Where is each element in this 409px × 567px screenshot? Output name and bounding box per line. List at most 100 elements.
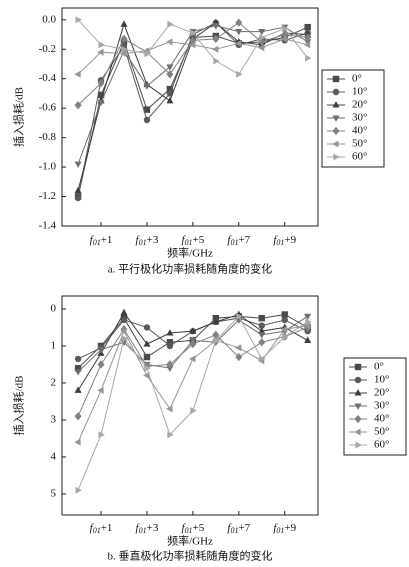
marker xyxy=(74,412,82,421)
x-tick-label: f01+5 xyxy=(181,522,204,535)
marker xyxy=(332,140,339,148)
legend-label: 30° xyxy=(352,112,367,124)
marker xyxy=(120,308,128,316)
marker xyxy=(97,99,105,107)
marker xyxy=(143,83,151,90)
marker xyxy=(190,29,197,37)
marker xyxy=(332,115,340,122)
marker xyxy=(143,353,151,361)
marker xyxy=(333,153,340,161)
marker xyxy=(98,41,105,49)
marker xyxy=(74,438,81,446)
marker xyxy=(75,16,82,24)
y-tick-label: 3 xyxy=(51,413,57,425)
marker xyxy=(166,38,173,46)
marker xyxy=(304,33,312,42)
legend-label: 40° xyxy=(352,125,367,137)
marker xyxy=(97,347,105,354)
y-tick-label: -0.2 xyxy=(39,43,56,55)
y-tick-label: 4 xyxy=(51,450,57,462)
caption: a. 平行极化功率损耗随角度的变化 xyxy=(108,262,272,276)
marker xyxy=(166,329,174,336)
marker xyxy=(166,70,174,79)
series-line xyxy=(77,311,308,391)
marker xyxy=(354,403,362,410)
marker xyxy=(258,338,266,347)
legend-label: 50° xyxy=(352,138,367,150)
marker xyxy=(281,316,288,324)
y-tick-label: 0.0 xyxy=(42,13,56,25)
x-axis-label: 频率/GHz xyxy=(167,534,213,548)
marker xyxy=(189,41,196,49)
marker xyxy=(121,335,128,343)
marker xyxy=(97,360,105,369)
x-tick-label: f01+7 xyxy=(227,234,250,247)
marker xyxy=(74,194,82,202)
marker xyxy=(120,327,127,335)
marker xyxy=(303,322,311,330)
marker xyxy=(120,20,128,27)
marker xyxy=(281,311,288,318)
marker xyxy=(143,106,151,113)
series-line xyxy=(77,22,308,199)
x-tick-label: f01+7 xyxy=(227,522,250,535)
marker xyxy=(355,441,362,449)
plot-frame xyxy=(61,295,319,516)
marker xyxy=(74,161,82,168)
legend-label: 50° xyxy=(374,426,389,438)
marker xyxy=(332,126,340,136)
legend-label: 10° xyxy=(352,86,367,98)
marker xyxy=(354,428,361,436)
marker xyxy=(143,116,151,124)
marker xyxy=(354,363,362,371)
marker xyxy=(97,78,105,88)
marker xyxy=(305,318,312,326)
marker xyxy=(235,352,243,362)
marker xyxy=(98,431,105,439)
marker xyxy=(280,325,288,333)
marker xyxy=(166,405,173,413)
plot-frame xyxy=(61,7,319,227)
x-tick-label: f01+3 xyxy=(136,234,159,247)
marker xyxy=(332,75,340,83)
x-tick-label: f01+1 xyxy=(90,522,113,535)
y-tick-label: 2 xyxy=(51,376,57,388)
marker xyxy=(167,431,174,439)
marker xyxy=(234,344,242,352)
marker xyxy=(166,342,174,350)
marker xyxy=(332,101,340,108)
marker xyxy=(213,336,220,344)
marker xyxy=(120,34,128,44)
marker xyxy=(304,336,312,343)
marker xyxy=(189,36,197,45)
marker xyxy=(354,414,362,424)
marker xyxy=(332,88,340,96)
legend-label: 60° xyxy=(374,439,389,451)
legend-label: 40° xyxy=(374,413,389,425)
series-line xyxy=(77,22,308,191)
marker xyxy=(75,486,82,494)
marker xyxy=(258,327,266,334)
marker xyxy=(189,327,197,334)
legend-label: 30° xyxy=(374,400,389,412)
marker xyxy=(354,389,362,396)
marker xyxy=(74,70,81,78)
y-axis-label: 插入损耗/dB xyxy=(12,376,26,436)
series-line xyxy=(77,19,309,75)
y-axis-label: 插入损耗/dB xyxy=(12,87,26,147)
legend-label: 10° xyxy=(374,374,389,386)
marker xyxy=(212,23,220,30)
marker xyxy=(97,386,104,394)
marker xyxy=(166,90,174,97)
legend-label: 20° xyxy=(352,99,367,111)
marker xyxy=(303,41,311,49)
marker xyxy=(282,333,289,341)
marker xyxy=(190,407,197,415)
marker xyxy=(166,360,174,369)
marker xyxy=(144,50,151,58)
marker xyxy=(282,25,289,33)
legend-label: 0° xyxy=(374,361,384,373)
marker xyxy=(305,54,312,62)
x-tick-label: f01+1 xyxy=(90,234,113,247)
